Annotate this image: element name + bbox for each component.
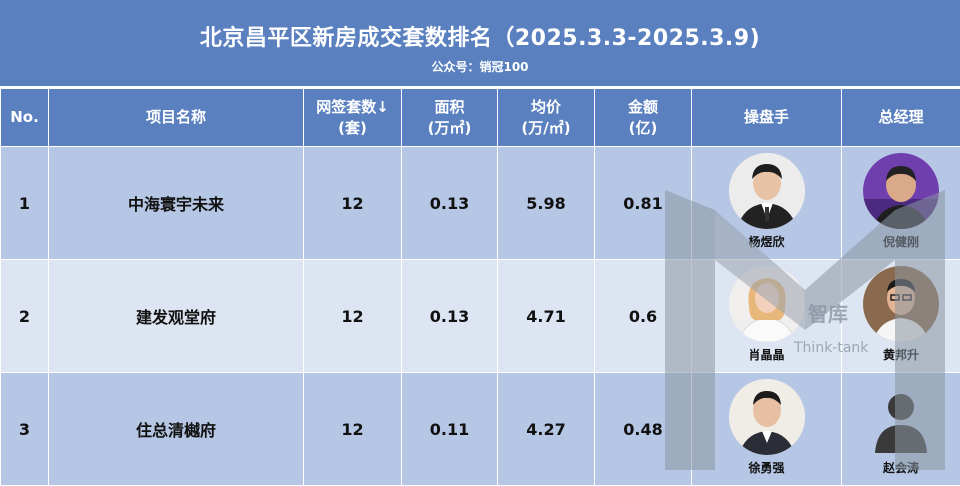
table-header-row: No. 项目名称 网签套数↓(套) 面积(万㎡) 均价(万/㎡) 金额(亿) 操…: [1, 89, 960, 147]
operator-name: 杨煜欣: [692, 233, 841, 250]
cell-manager: 黄邦升: [842, 260, 960, 373]
cell-manager: 倪健刚: [842, 147, 960, 260]
col-header-no: No.: [1, 89, 49, 147]
col-header-amount: 金额(亿): [595, 89, 692, 147]
cell-area: 0.13: [402, 260, 498, 373]
page-subtitle: 公众号：销冠100: [0, 58, 960, 75]
cell-price: 4.27: [498, 373, 595, 486]
operator-avatar: [729, 266, 805, 342]
operator-name: 徐勇强: [692, 459, 841, 476]
page-title: 北京昌平区新房成交套数排名（2025.3.3-2025.3.9): [0, 20, 960, 52]
cell-project: 中海寰宇未来: [49, 147, 304, 260]
ranking-table: No. 项目名称 网签套数↓(套) 面积(万㎡) 均价(万/㎡) 金额(亿) 操…: [0, 88, 960, 486]
manager-name: 赵会涛: [842, 459, 960, 476]
table-row: 1 中海寰宇未来 12 0.13 5.98 0.81: [1, 147, 960, 260]
cell-price: 5.98: [498, 147, 595, 260]
col-header-project: 项目名称: [49, 89, 304, 147]
operator-avatar: [729, 153, 805, 229]
col-header-units: 网签套数↓(套): [304, 89, 402, 147]
manager-name: 倪健刚: [842, 233, 960, 250]
cell-area: 0.11: [402, 373, 498, 486]
cell-units: 12: [304, 147, 402, 260]
cell-area: 0.13: [402, 147, 498, 260]
col-header-area: 面积(万㎡): [402, 89, 498, 147]
col-header-price: 均价(万/㎡): [498, 89, 595, 147]
cell-units: 12: [304, 373, 402, 486]
cell-manager: 赵会涛: [842, 373, 960, 486]
cell-units: 12: [304, 260, 402, 373]
placeholder-person-icon: [863, 379, 939, 455]
cell-price: 4.71: [498, 260, 595, 373]
cell-operator: 肖晶晶: [692, 260, 842, 373]
cell-no: 1: [1, 147, 49, 260]
manager-avatar: [863, 266, 939, 342]
cell-amount: 0.48: [595, 373, 692, 486]
col-header-operator: 操盘手: [692, 89, 842, 147]
table-row: 3 住总清樾府 12 0.11 4.27 0.48: [1, 373, 960, 486]
cell-project: 住总清樾府: [49, 373, 304, 486]
cell-amount: 0.81: [595, 147, 692, 260]
manager-avatar: [863, 153, 939, 229]
cell-operator: 杨煜欣: [692, 147, 842, 260]
operator-avatar: [729, 379, 805, 455]
manager-name: 黄邦升: [842, 346, 960, 363]
cell-operator: 徐勇强: [692, 373, 842, 486]
cell-no: 2: [1, 260, 49, 373]
cell-amount: 0.6: [595, 260, 692, 373]
cell-project: 建发观堂府: [49, 260, 304, 373]
operator-name: 肖晶晶: [692, 346, 841, 363]
col-header-manager: 总经理: [842, 89, 960, 147]
cell-no: 3: [1, 373, 49, 486]
header: 北京昌平区新房成交套数排名（2025.3.3-2025.3.9) 公众号：销冠1…: [0, 0, 960, 88]
table-row: 2 建发观堂府 12 0.13 4.71 0.6 肖晶晶: [1, 260, 960, 373]
